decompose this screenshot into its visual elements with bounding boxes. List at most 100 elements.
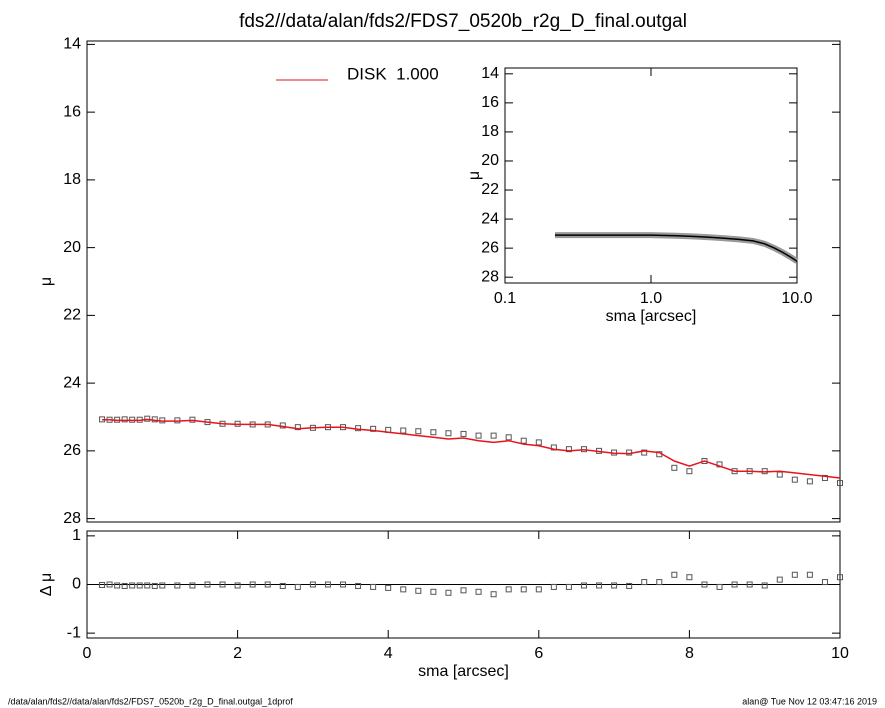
data-point [550,444,557,451]
data-point [279,582,286,589]
plot-frame [504,67,798,284]
data-point [580,446,587,453]
data-point [671,571,678,578]
data-point [415,428,422,435]
profile-line [555,234,798,262]
data-point [520,437,527,444]
data-point [309,581,316,588]
data-point [550,583,557,590]
data-point [626,582,633,589]
data-point [430,588,437,595]
data-point [189,582,196,589]
y-tick-label: 20 [481,152,499,169]
data-point [144,582,151,589]
y-tick-label: 20 [63,239,81,256]
data-point [151,582,158,589]
data-point [565,583,572,590]
y-tick-label: 28 [63,510,81,527]
data-point [129,582,136,589]
y-axis-label: μ [38,277,55,286]
data-point [686,574,693,581]
x-axis-label: sma [arcsec] [606,308,697,325]
data-point [535,439,542,446]
chart-title: fds2//data/alan/fds2/FDS7_0520b_r2g_D_fi… [239,11,687,32]
data-point [731,581,738,588]
x-tick-label: 6 [534,645,543,662]
data-point [174,582,181,589]
data-point [324,581,331,588]
x-tick-label: 0 [83,645,92,662]
data-point [219,581,226,588]
data-point [611,582,618,589]
data-point [776,471,783,478]
data-point [114,582,121,589]
data-point [686,468,693,475]
footer-right: alan@ Tue Nov 12 03:47:16 2019 [742,696,877,706]
footer-left: /data/alan/fds2//data/alan/fds2/FDS7_052… [8,696,293,706]
y-tick-label: 26 [63,442,81,459]
data-point [806,571,813,578]
data-point [716,583,723,590]
x-tick-label: 10 [831,645,849,662]
y-axis-label: Δ μ [38,573,55,596]
data-point [701,581,708,588]
data-point [445,430,452,437]
data-point [460,587,467,594]
data-point [355,582,362,589]
data-point [99,581,106,588]
y-tick-label: 16 [63,103,81,120]
data-point [505,586,512,593]
plot-frame [86,40,841,523]
data-point [565,446,572,453]
data-point [580,582,587,589]
y-tick-label: 1 [72,527,81,544]
data-point [641,449,648,456]
data-point [430,429,437,436]
data-point [520,586,527,593]
data-point [294,583,301,590]
profile-line [102,418,841,479]
data-point [294,424,301,431]
data-point [716,461,723,468]
data-point [385,584,392,591]
data-point [106,581,113,588]
y-tick-label: 16 [481,94,499,111]
data-point [370,425,377,432]
data-point [490,432,497,439]
x-tick-label: 10.0 [781,290,812,307]
data-point [460,430,467,437]
data-point [475,432,482,439]
y-tick-label: 18 [481,123,499,140]
data-point [400,586,407,593]
legend-label: DISK 1.000 [347,64,439,83]
y-axis-label: μ [466,171,483,180]
x-tick-label: 0.1 [494,290,516,307]
y-tick-label: 22 [481,181,499,198]
data-point [264,581,271,588]
data-point [701,458,708,465]
data-point [806,478,813,485]
data-point [505,434,512,441]
data-point [656,579,663,586]
data-point [475,588,482,595]
data-point [641,579,648,586]
data-point [144,415,151,422]
y-tick-label: 28 [481,268,499,285]
data-point [204,581,211,588]
data-point [159,582,166,589]
data-point [776,576,783,583]
x-tick-label: 4 [384,645,393,662]
data-point [535,586,542,593]
y-tick-label: 22 [63,307,81,324]
data-point [761,582,768,589]
data-point [837,480,843,487]
data-point [445,589,452,596]
data-point [837,574,843,581]
x-axis-label: sma [arcsec] [418,663,509,680]
data-point [121,582,128,589]
data-point [791,476,798,483]
error-band [555,232,799,264]
y-tick-label: 26 [481,239,499,256]
data-point [746,581,753,588]
